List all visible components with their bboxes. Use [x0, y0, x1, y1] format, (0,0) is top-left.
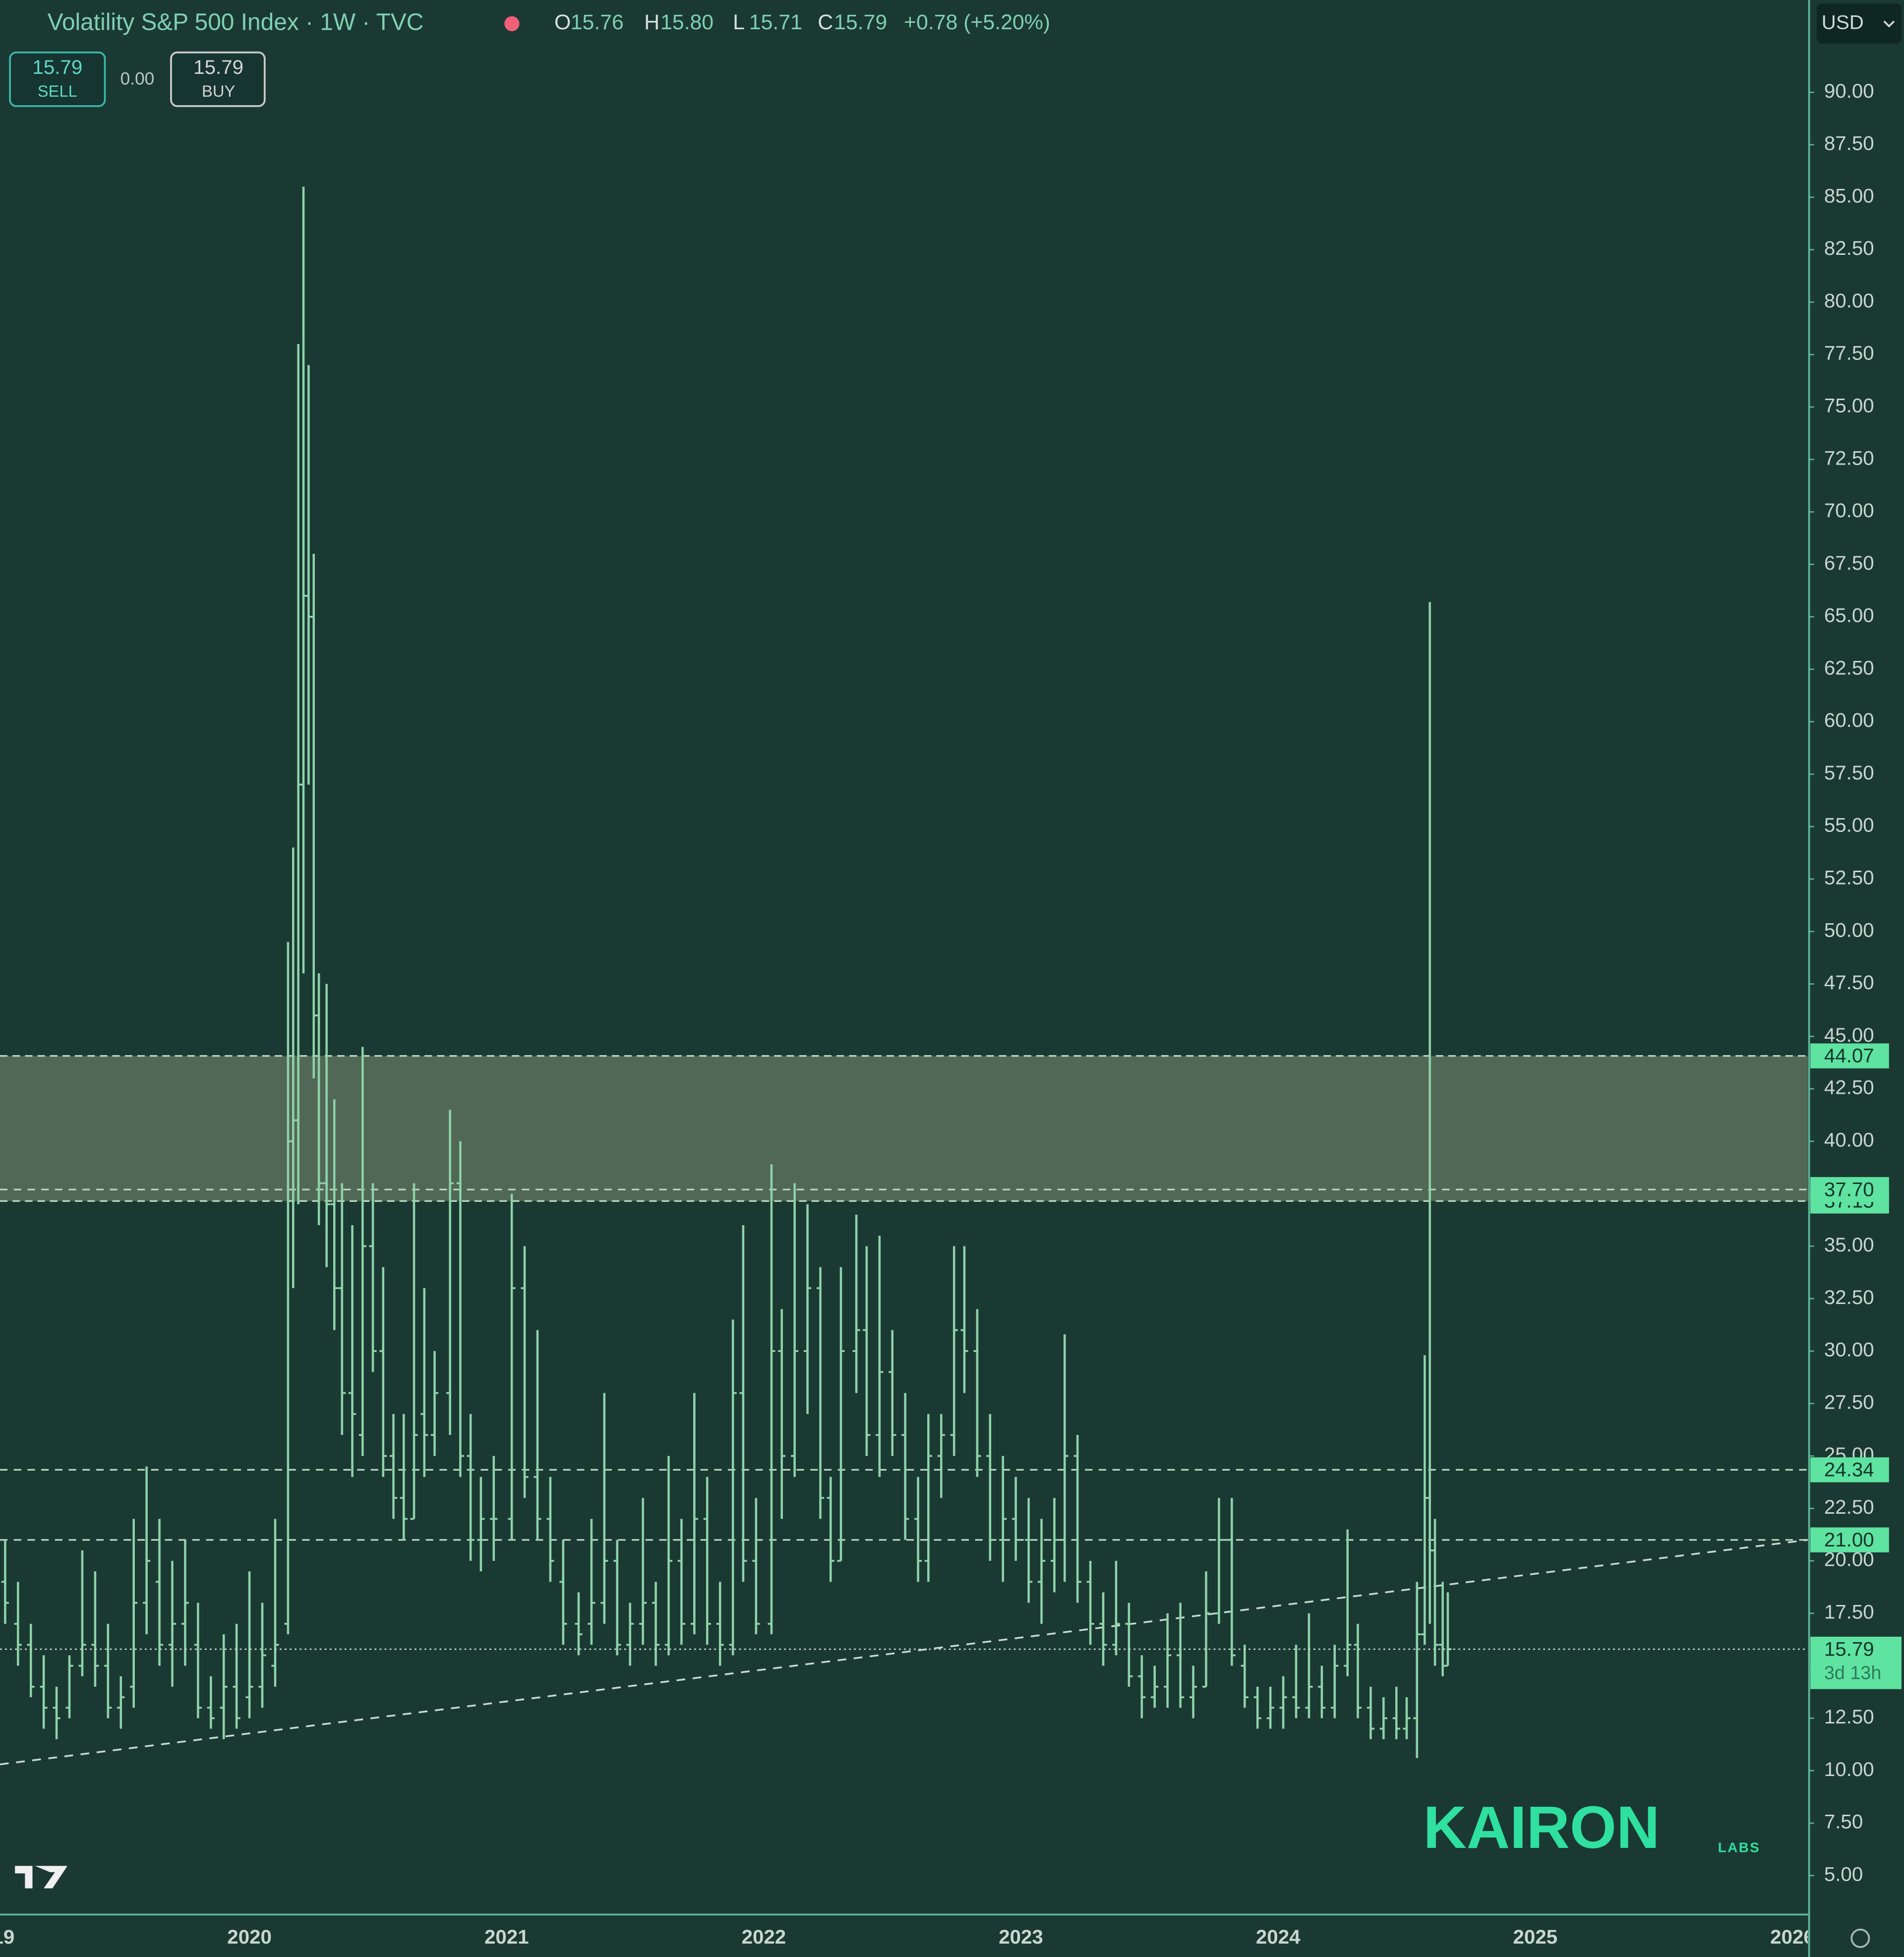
ohlc-value: 15.79 [834, 10, 887, 34]
x-tick-label: 2019 [0, 1926, 14, 1948]
price-tag [1810, 1177, 1889, 1202]
y-tick-label: 52.50 [1824, 867, 1874, 889]
buy-price: 15.79 [193, 56, 243, 78]
plot-area [0, 186, 1808, 1766]
sell-price: 15.79 [32, 56, 82, 78]
y-tick-label: 70.00 [1824, 499, 1874, 522]
change: +0.78 (+5.20%) [904, 10, 1050, 34]
y-tick-label: 65.00 [1824, 604, 1874, 627]
y-tick-label: 45.00 [1824, 1024, 1874, 1046]
y-tick-label: 55.00 [1824, 814, 1874, 836]
x-tick-label: 2026 [1770, 1926, 1815, 1948]
price-tag [1810, 1527, 1889, 1552]
currency-selector[interactable] [1816, 3, 1902, 44]
buy-button[interactable] [170, 51, 266, 107]
y-tick-label: 40.00 [1824, 1128, 1874, 1151]
ohlc-key: O [554, 10, 571, 34]
x-tick-label: 2024 [1256, 1926, 1301, 1948]
ohlc-value: 15.80 [660, 10, 714, 34]
tradingview-logo[interactable] [15, 1866, 67, 1889]
ohlc-value: 15.71 [749, 10, 802, 34]
y-tick-label: 75.00 [1824, 395, 1874, 417]
price-tag-label: 21.00 [1824, 1529, 1874, 1551]
y-tick-label: 42.50 [1824, 1076, 1874, 1099]
y-tick-label: 35.00 [1824, 1234, 1874, 1256]
currency: USD [1822, 11, 1864, 33]
zone [0, 1056, 1808, 1201]
symbol-title: Volatility S&P 500 Index · 1W · TVC [48, 9, 424, 35]
y-tick-label: 87.50 [1824, 132, 1874, 155]
x-tick-label: 2025 [1513, 1926, 1558, 1948]
y-tick-label: 32.50 [1824, 1286, 1874, 1308]
current-price-label: 15.79 [1824, 1638, 1874, 1660]
y-tick-label: 90.00 [1824, 80, 1874, 102]
y-tick-label: 57.50 [1824, 762, 1874, 784]
price-axis: 5.007.5010.0012.5015.0017.5020.0022.5025… [1809, 80, 1902, 1885]
ohlc-legend: O 15.76 H 15.80 L 15.71 C 15.79 [554, 10, 887, 34]
ohlc-key: L [733, 10, 745, 34]
logo-name: KAIRON [1424, 1794, 1660, 1861]
ohlc-key: C [818, 10, 833, 34]
y-tick-label: 5.00 [1824, 1863, 1863, 1885]
market-status-dot[interactable] [504, 16, 520, 31]
buy-label: BUY [202, 82, 235, 100]
y-tick-label: 50.00 [1824, 919, 1874, 941]
y-tick-label: 67.50 [1824, 552, 1874, 574]
ohlc-value: 15.76 [571, 10, 624, 34]
trendline [0, 1539, 1808, 1766]
y-tick-label: 60.00 [1824, 709, 1874, 731]
spread: 0.00 [120, 69, 155, 88]
price-tag-label: 24.34 [1824, 1459, 1874, 1481]
y-tick-label: 72.50 [1824, 447, 1874, 469]
y-tick-label: 82.50 [1824, 237, 1874, 259]
x-tick-label: 2021 [484, 1926, 529, 1948]
price-tag [1810, 1043, 1889, 1068]
x-tick-label: 2020 [227, 1926, 272, 1948]
sell-button[interactable] [9, 51, 106, 107]
y-tick-label: 27.50 [1824, 1391, 1874, 1413]
settings-icon[interactable] [1850, 1928, 1870, 1948]
current-price-tag [1810, 1637, 1902, 1689]
y-tick-label: 77.50 [1824, 342, 1874, 364]
price-tag-label: 37.70 [1824, 1178, 1874, 1200]
price-tag [1810, 1457, 1889, 1483]
y-tick-label: 7.50 [1824, 1811, 1863, 1833]
y-tick-label: 10.00 [1824, 1758, 1874, 1780]
y-tick-label: 17.50 [1824, 1601, 1874, 1623]
y-tick-label: 80.00 [1824, 290, 1874, 312]
bar-countdown: 3d 13h [1824, 1663, 1881, 1684]
y-tick-label: 85.00 [1824, 184, 1874, 207]
y-tick-label: 22.50 [1824, 1496, 1874, 1518]
time-axis: 2019 2020 2021 2022 2023 2024 2025 2026 [0, 1926, 1815, 1948]
y-tick-label: 62.50 [1824, 656, 1874, 679]
sell-label: SELL [38, 82, 77, 100]
ohlc-key: H [644, 10, 659, 34]
y-tick-label: 12.50 [1824, 1706, 1874, 1728]
y-tick-label: 47.50 [1824, 971, 1874, 994]
price-tag-label: 44.07 [1824, 1045, 1874, 1067]
dropdown-caret [1883, 20, 1895, 28]
x-tick-label: 2023 [999, 1926, 1043, 1948]
y-tick-label: 30.00 [1824, 1339, 1874, 1361]
logo-sub: LABS [1718, 1839, 1760, 1855]
x-tick-label: 2022 [742, 1926, 786, 1948]
